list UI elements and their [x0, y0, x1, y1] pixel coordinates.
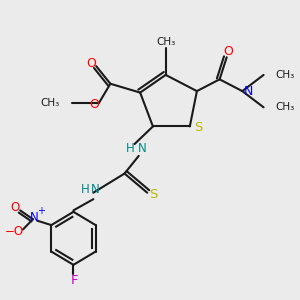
Text: H: H — [126, 142, 135, 155]
Text: N: N — [138, 142, 147, 155]
Text: CH₃: CH₃ — [41, 98, 60, 108]
Text: N: N — [244, 85, 253, 98]
Text: S: S — [194, 122, 202, 134]
Text: H: H — [80, 183, 89, 196]
Text: S: S — [149, 188, 158, 201]
Text: CH₃: CH₃ — [156, 37, 175, 47]
Text: O: O — [11, 201, 20, 214]
Text: CH₃: CH₃ — [275, 102, 295, 112]
Text: N: N — [30, 211, 39, 224]
Text: N: N — [91, 183, 100, 196]
Text: +: + — [37, 206, 45, 216]
Text: O: O — [89, 98, 99, 111]
Text: CH₃: CH₃ — [275, 70, 295, 80]
Text: O: O — [86, 57, 96, 70]
Text: F: F — [70, 274, 78, 286]
Text: O: O — [223, 45, 233, 58]
Text: −O: −O — [4, 225, 23, 239]
